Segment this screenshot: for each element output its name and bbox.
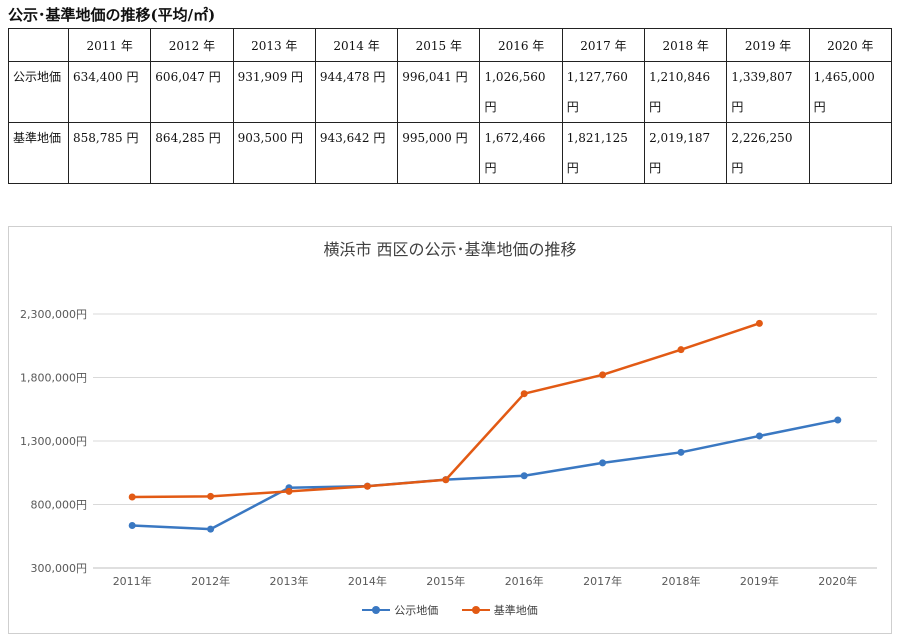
data-point <box>599 371 607 379</box>
legend-item-koji: 公示地価 <box>362 602 438 618</box>
chart-plot: 横浜市 西区の公示･基準地価の推移 300,000円 800,000円 1,300,… <box>20 240 877 588</box>
table-header-cell: 2018 年 <box>644 28 728 62</box>
table-cell: 931,909 円 <box>232 61 316 123</box>
data-point <box>520 472 528 480</box>
table-cell: 606,047 円 <box>150 61 234 123</box>
table-header-cell: 2013 年 <box>232 28 316 62</box>
x-tick-label: 2014年 <box>348 574 387 588</box>
legend-label: 公示地価 <box>394 604 439 617</box>
table-header-cell: 2011 年 <box>67 28 152 62</box>
data-point <box>520 390 528 398</box>
table-header-cell: 2012 年 <box>150 28 234 62</box>
chart-legend: 公示地価 基準地価 <box>9 601 891 618</box>
data-point <box>128 493 136 501</box>
table-cell: 943,642 円 <box>314 122 399 184</box>
table-cell: 1,026,560 円 <box>479 61 563 123</box>
table-row: 基準地価 858,785 円 864,285 円 903,500 円 943,6… <box>8 122 893 184</box>
table-cell: 858,785 円 <box>67 122 152 184</box>
x-tick-label: 2015年 <box>426 574 465 588</box>
data-point <box>207 492 215 500</box>
table-cell: 1,127,760 円 <box>561 61 646 123</box>
chart-title: 横浜市 西区の公示･基準地価の推移 <box>323 240 576 259</box>
x-tick-label: 2016年 <box>505 574 544 588</box>
x-tick-label: 2013年 <box>270 574 309 588</box>
data-point <box>677 346 685 354</box>
table-cell: 1,672,466 円 <box>479 122 563 184</box>
x-tick-label: 2019年 <box>740 574 779 588</box>
table-cell <box>808 122 893 184</box>
y-tick-label: 2,300,000円 <box>20 308 87 321</box>
table-header-cell: 2017 年 <box>561 28 646 62</box>
y-tick-label: 800,000円 <box>31 499 88 512</box>
y-tick-label: 1,800,000円 <box>20 372 87 385</box>
row-label: 公示地価 <box>8 61 69 123</box>
line-chart: 横浜市 西区の公示･基準地価の推移 300,000円 800,000円 1,300,… <box>8 226 892 634</box>
table-cell: 996,041 円 <box>397 61 481 123</box>
table-cell: 634,400 円 <box>67 61 152 123</box>
data-point <box>285 487 293 495</box>
table-cell: 995,000 円 <box>397 122 481 184</box>
table-cell: 1,210,846 円 <box>644 61 728 123</box>
table-cell: 1,465,000 円 <box>808 61 893 123</box>
table-header-cell: 2015 年 <box>397 28 481 62</box>
table-header-cell: 2016 年 <box>479 28 563 62</box>
table-header-cell: 2019 年 <box>726 28 810 62</box>
land-price-table: 2011 年 2012 年 2013 年 2014 年 2015 年 2016 … <box>8 28 893 184</box>
data-point <box>834 416 842 424</box>
y-tick-label: 300,000円 <box>31 562 88 575</box>
table-header-cell: 2014 年 <box>314 28 399 62</box>
data-point <box>755 432 763 440</box>
table-row: 公示地価 634,400 円 606,047 円 931,909 円 944,4… <box>8 61 893 123</box>
x-tick-label: 2017年 <box>583 574 622 588</box>
table-cell: 903,500 円 <box>232 122 316 184</box>
table-cell: 1,821,125 円 <box>561 122 646 184</box>
data-point <box>442 476 450 484</box>
data-point <box>363 482 371 490</box>
x-tick-label: 2020年 <box>818 574 857 588</box>
series-line-2 <box>132 322 760 499</box>
table-cell: 2,019,187 円 <box>644 122 728 184</box>
table-header-cell: 2020 年 <box>808 28 893 62</box>
legend-label: 基準地価 <box>493 604 538 617</box>
page-title: 公示･基準地価の推移(平均/㎡) <box>8 6 216 24</box>
table-header-cell <box>8 28 69 62</box>
data-point <box>207 525 215 533</box>
legend-swatch <box>362 606 391 614</box>
data-point <box>755 319 763 327</box>
table-cell: 1,339,807 円 <box>726 61 810 123</box>
x-tick-label: 2012年 <box>191 574 230 588</box>
table-header-row: 2011 年 2012 年 2013 年 2014 年 2015 年 2016 … <box>8 28 893 62</box>
table-cell: 864,285 円 <box>150 122 234 184</box>
table-cell: 944,478 円 <box>314 61 399 123</box>
x-tick-label: 2011年 <box>113 574 152 588</box>
legend-swatch <box>461 606 490 614</box>
x-tick-label: 2018年 <box>662 574 701 588</box>
row-label: 基準地価 <box>8 122 69 184</box>
series-line-1 <box>132 418 839 531</box>
legend-item-kijun: 基準地価 <box>461 602 538 618</box>
table-cell: 2,226,250 円 <box>726 122 810 184</box>
data-point <box>677 448 685 456</box>
data-point <box>128 522 136 530</box>
y-tick-label: 1,300,000円 <box>20 435 87 448</box>
data-point <box>599 459 607 467</box>
